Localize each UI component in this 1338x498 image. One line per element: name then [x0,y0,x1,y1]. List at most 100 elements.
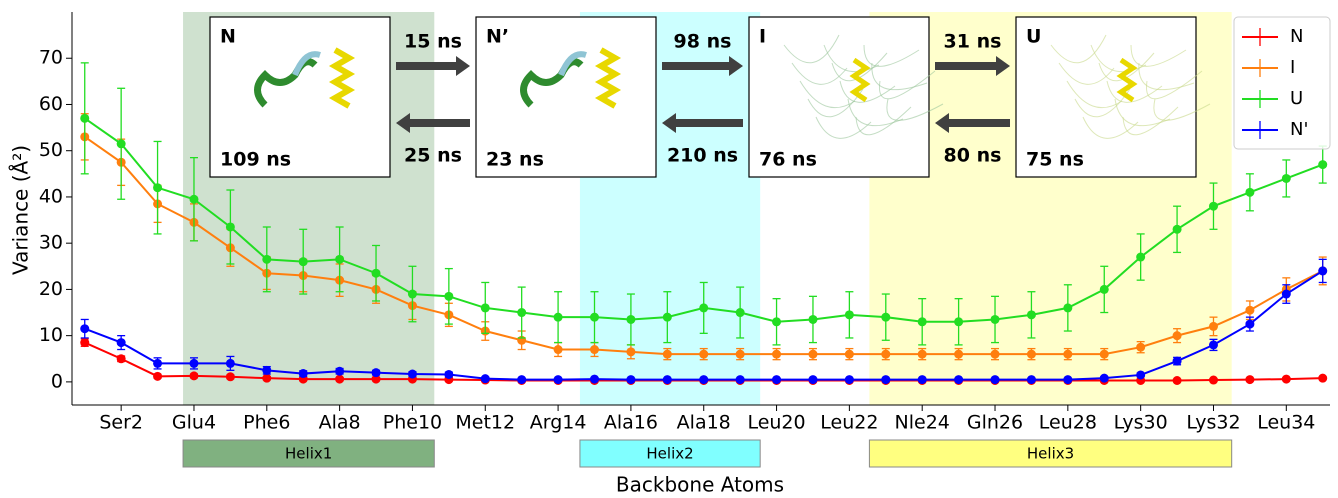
data-point [1245,188,1254,197]
data-point [626,375,635,384]
data-point [153,359,162,368]
data-point [991,315,1000,324]
x-tick-label: Arg14 [530,412,587,434]
data-point [117,139,126,148]
x-tick-label: Gln26 [967,412,1023,434]
data-point [554,313,563,322]
data-point [590,313,599,322]
data-point [1209,322,1218,331]
data-point [1063,303,1072,312]
data-point [444,292,453,301]
data-point [808,350,817,359]
data-point [262,366,271,375]
legend-label: N [1290,26,1303,47]
data-point [153,183,162,192]
data-point [189,195,198,204]
data-point [189,359,198,368]
data-point [991,350,1000,359]
data-point [845,350,854,359]
x-tick-label: Ala8 [319,412,361,434]
data-point [481,303,490,312]
data-point [153,372,162,381]
data-point [699,350,708,359]
data-point [226,222,235,231]
data-point [1027,350,1036,359]
data-point [663,375,672,384]
data-point [590,345,599,354]
data-point [335,367,344,376]
data-point [808,375,817,384]
data-point [881,350,890,359]
data-point [699,303,708,312]
x-tick-label: Ala16 [604,412,658,434]
data-point [626,347,635,356]
data-point [517,375,526,384]
data-point [372,368,381,377]
data-point [590,375,599,384]
x-tick-label: Glu4 [172,412,216,434]
data-point [335,375,344,384]
data-point [1100,350,1109,359]
data-point [299,257,308,266]
data-point [1318,266,1327,275]
data-point [808,315,817,324]
data-point [736,308,745,317]
data-point [226,359,235,368]
backward-rate: 80 ns [944,145,1002,167]
forward-rate: 15 ns [404,31,462,53]
data-point [772,317,781,326]
y-tick-label: 30 [39,232,63,254]
y-axis-label: Variance (Å²) [9,145,33,275]
data-point [663,350,672,359]
helix-label: Helix3 [1027,445,1074,463]
data-point [881,313,890,322]
data-point [80,338,89,347]
data-point [554,345,563,354]
lifetime-label: 75 ns [1026,149,1084,171]
backward-rate: 210 ns [667,145,738,167]
backward-rate: 25 ns [404,145,462,167]
data-point [1173,225,1182,234]
data-point [845,375,854,384]
data-point [1027,375,1036,384]
data-point [1173,331,1182,340]
data-point [918,317,927,326]
data-point [117,354,126,363]
x-tick-label: Phe6 [243,412,290,434]
helix-label: Helix2 [646,445,693,463]
data-point [408,290,417,299]
data-point [444,370,453,379]
helix-label: Helix1 [285,445,332,463]
data-point [845,310,854,319]
data-point [1209,340,1218,349]
lifetime-label: 23 ns [486,149,544,171]
data-point [1063,350,1072,359]
data-point [918,350,927,359]
x-tick-label: Ala18 [677,412,731,434]
data-point [663,313,672,322]
data-point [262,255,271,264]
data-point [554,375,563,384]
y-tick-label: 40 [39,185,63,207]
data-point [772,350,781,359]
x-tick-label: Leu28 [1039,412,1097,434]
data-point [335,255,344,264]
chart: Variance (Å²) Backbone Atoms Helix1Helix… [0,0,1338,498]
data-point [1318,374,1327,383]
state-label: N’ [486,26,509,48]
data-point [1063,375,1072,384]
lifetime-label: 76 ns [759,149,817,171]
data-point [1173,376,1182,385]
data-point [80,324,89,333]
legend-label: U [1290,88,1303,109]
data-point [1282,174,1291,183]
data-point [517,308,526,317]
data-point [772,375,781,384]
data-point [262,374,271,383]
data-point [1209,376,1218,385]
data-point [954,350,963,359]
data-point [1245,375,1254,384]
y-tick-label: 10 [39,324,63,346]
data-point [1100,374,1109,383]
data-point [1136,370,1145,379]
